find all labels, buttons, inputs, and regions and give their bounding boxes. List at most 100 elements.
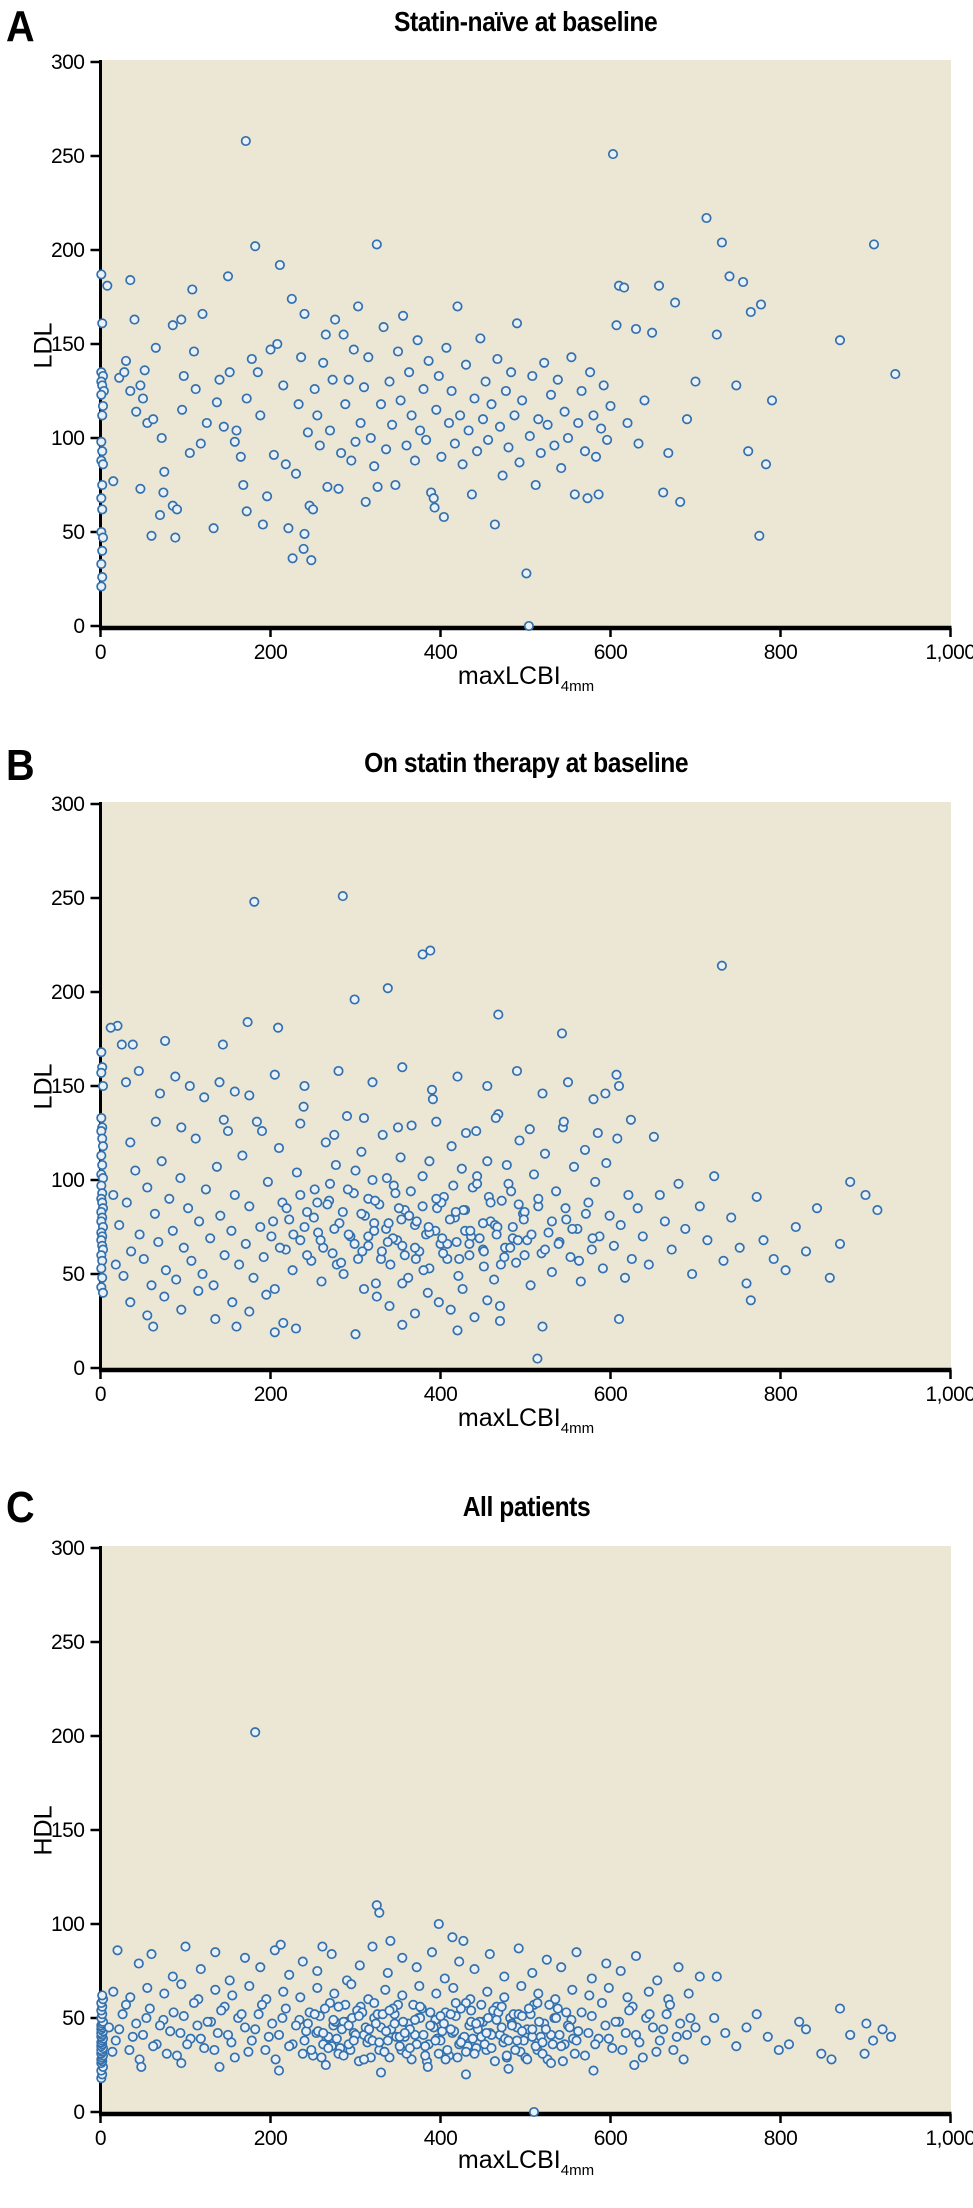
data-point — [350, 436, 361, 447]
data-point — [295, 1189, 306, 1201]
x-tick-label: 800 — [764, 2127, 798, 2150]
data-point — [443, 417, 455, 429]
data-point — [401, 440, 412, 451]
data-point — [201, 417, 212, 429]
y-tick-label: 0 — [73, 615, 84, 638]
data-point — [222, 271, 234, 282]
data-point — [329, 1129, 340, 1140]
data-point — [160, 1265, 171, 1276]
data-point — [97, 532, 109, 543]
data-point — [658, 2024, 669, 2035]
data-point — [338, 329, 349, 340]
data-point — [273, 2029, 285, 2040]
data-point — [664, 1999, 676, 2010]
data-point — [97, 1159, 108, 1171]
data-point — [375, 399, 387, 410]
data-point — [403, 1272, 414, 1283]
data-point — [603, 2033, 614, 2044]
data-point — [445, 2009, 456, 2020]
data-point — [269, 1945, 280, 1956]
data-point — [309, 1184, 320, 1195]
data-point — [356, 1146, 367, 1157]
y-tick-label: 0 — [73, 1357, 84, 1380]
data-point — [363, 1231, 374, 1242]
data-point — [527, 1967, 538, 1978]
data-point — [632, 1203, 643, 1214]
data-point — [180, 1941, 191, 1952]
data-point — [329, 1223, 340, 1234]
data-point — [284, 1969, 295, 1980]
data-point — [755, 299, 767, 310]
x-tick-label: 1,000 — [925, 641, 973, 664]
data-point — [348, 2035, 359, 2046]
data-point — [295, 1118, 306, 1129]
data-point — [161, 2048, 172, 2059]
data-point — [533, 1193, 544, 1204]
data-point — [195, 1964, 206, 1975]
data-point — [376, 1246, 387, 1257]
data-point — [269, 1283, 280, 1295]
y-tick-label: 200 — [51, 1725, 85, 1748]
data-point — [603, 1982, 614, 1993]
data-point — [545, 2058, 557, 2069]
data-point — [496, 2022, 507, 2033]
data-point — [312, 1965, 323, 1977]
data-point — [241, 393, 252, 404]
y-tick-label: 300 — [51, 1537, 85, 1560]
data-point — [150, 342, 161, 353]
data-point — [210, 1984, 221, 1995]
data-point — [477, 414, 489, 425]
data-point — [877, 2024, 888, 2035]
data-point — [711, 329, 722, 340]
data-point — [280, 459, 291, 470]
data-point — [218, 1114, 229, 1125]
x-tick-label: 400 — [424, 1383, 458, 1406]
data-point — [256, 1126, 268, 1137]
data-point — [588, 2065, 599, 2076]
data-point — [773, 2044, 784, 2056]
x-tick-label: 0 — [95, 641, 106, 664]
data-point — [133, 1065, 144, 1077]
data-point — [404, 2043, 415, 2054]
data-point — [392, 1122, 404, 1133]
data-point — [374, 2037, 385, 2048]
data-point — [227, 1297, 238, 1308]
y-tick-label: 100 — [51, 1169, 85, 1192]
data-point — [358, 1283, 370, 1295]
data-point — [222, 1126, 234, 1137]
data-point — [579, 2050, 591, 2061]
data-point — [472, 1178, 483, 1189]
data-point — [278, 380, 289, 391]
y-tick-label: 50 — [62, 2007, 84, 2030]
data-point — [452, 1325, 463, 1336]
data-point — [357, 1246, 368, 1257]
data-point — [455, 410, 466, 421]
data-point — [503, 2063, 514, 2074]
data-point — [586, 1973, 597, 1984]
data-point — [601, 1158, 612, 1169]
scatter-plot-all-patients: 0 200 400 600 800 1,000 0 50 100 150 200 250 300 — [51, 1537, 973, 2150]
data-point — [379, 2046, 390, 2057]
data-point — [483, 434, 494, 445]
data-point — [384, 2005, 395, 2016]
data-point — [97, 410, 108, 421]
data-point — [338, 2050, 349, 2061]
y-tick-label: 300 — [51, 51, 85, 74]
data-point — [549, 440, 560, 451]
data-point — [358, 2054, 370, 2065]
data-point — [511, 1257, 522, 1268]
data-point — [486, 399, 497, 410]
y-tick-label: 50 — [62, 1263, 84, 1286]
data-point — [142, 1182, 153, 1193]
data-point — [580, 1208, 591, 1219]
data-point — [543, 1227, 554, 1238]
x-tick-label: 800 — [764, 641, 798, 664]
data-point — [612, 1133, 623, 1144]
data-point — [859, 2048, 870, 2059]
data-point — [666, 1244, 677, 1255]
data-point — [489, 519, 500, 530]
data-point — [405, 1186, 416, 1197]
data-point — [613, 1314, 625, 1325]
data-point — [374, 1907, 385, 1918]
data-point — [338, 1268, 349, 1280]
